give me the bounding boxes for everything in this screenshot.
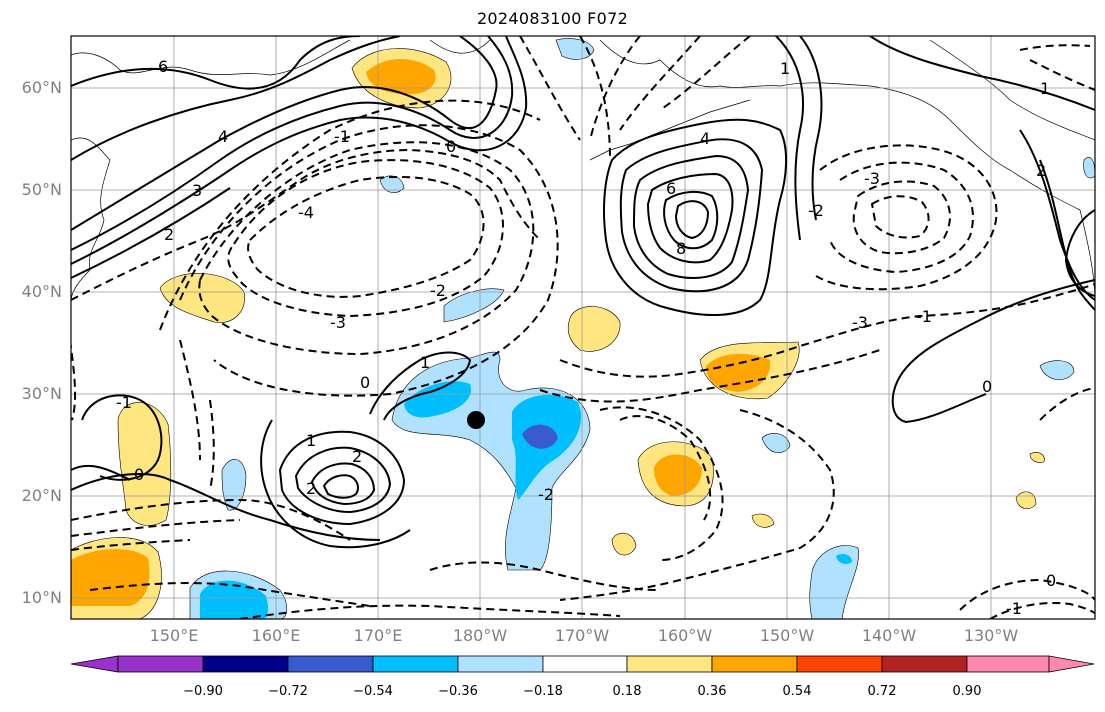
contour-label: -2 <box>808 201 824 220</box>
lat-label: 30°N <box>21 384 62 403</box>
contour-label: 0 <box>982 377 992 396</box>
colorbar-bin <box>202 655 289 673</box>
contour-label: 3 <box>192 181 202 200</box>
lon-label: 150°W <box>759 626 815 645</box>
contour-label: -1 <box>334 127 350 146</box>
contour-label: 0 <box>1046 571 1056 590</box>
colorbar-tick-label: 0.36 <box>697 684 727 699</box>
colorbar-extend-low <box>70 655 119 673</box>
map-area: 6 4 3 2 0 -1 -2 -3 -4 4 6 8 -2 -3 -1 1 2… <box>71 36 1095 619</box>
lon-label: 170°E <box>353 626 403 645</box>
contour-label: -4 <box>298 203 314 222</box>
contour-label: 8 <box>676 239 686 258</box>
contour-label: 2 <box>352 447 362 466</box>
storm-center-marker <box>467 411 485 429</box>
lat-label: 60°N <box>21 78 62 97</box>
colorbar-tick-label: −0.54 <box>353 684 393 699</box>
colorbar-bin <box>372 655 459 673</box>
contour-label: 0 <box>360 373 370 392</box>
contour-label: -3 <box>330 313 346 332</box>
colorbar-bin <box>117 655 204 673</box>
contour-label: 2 <box>1036 161 1046 180</box>
lon-label: 150°E <box>149 626 199 645</box>
colorbar-tick-label: 0.72 <box>867 684 897 699</box>
lat-label: 20°N <box>21 486 62 505</box>
map-frame <box>70 35 1096 620</box>
positive-contours <box>71 36 1095 549</box>
contour-label: 4 <box>700 129 710 148</box>
colorbar-bin <box>542 655 628 673</box>
contour-labels: 6 4 3 2 0 -1 -2 -3 -4 4 6 8 -2 -3 -1 1 2… <box>116 57 1056 618</box>
contour-label: 1 <box>306 431 316 450</box>
gridlines <box>71 36 1095 619</box>
colorbar-bin <box>287 655 374 673</box>
contour-label: -2 <box>538 485 554 504</box>
colorbar-tick-label: −0.90 <box>183 684 223 699</box>
colorbar-tick-label: 0.90 <box>952 684 982 699</box>
colorbar-bin <box>966 655 1050 673</box>
lat-label: 40°N <box>21 282 62 301</box>
colorbar-bin <box>457 655 544 673</box>
colorbar-tick-label: −0.36 <box>438 684 478 699</box>
contour-label: 6 <box>666 179 676 198</box>
contour-label: 2 <box>164 225 174 244</box>
lat-label: 10°N <box>21 588 62 607</box>
contour-label: 6 <box>158 57 168 76</box>
contour-label: 1 <box>420 353 430 372</box>
contour-label: 1 <box>780 59 790 78</box>
contour-label: 0 <box>446 137 456 156</box>
lon-label: 170°W <box>554 626 610 645</box>
colorbar-tick-label: −0.18 <box>523 684 563 699</box>
lon-label: 160°W <box>657 626 713 645</box>
colorbar-tick-label: −0.72 <box>268 684 308 699</box>
contour-label: 4 <box>218 127 228 146</box>
contour-label: -1 <box>1006 599 1022 618</box>
lon-label: 180°W <box>452 626 508 645</box>
coastlines <box>71 39 1095 301</box>
colorbar-bin <box>711 655 798 673</box>
negative-contours <box>71 36 1095 619</box>
lat-label: 50°N <box>21 180 62 199</box>
contour-label: 2 <box>306 479 316 498</box>
colorbar <box>70 655 1095 673</box>
contour-label: -3 <box>852 313 868 332</box>
colorbar-extend-high <box>1048 655 1095 673</box>
colorbar-bin <box>881 655 968 673</box>
lon-label: 130°W <box>963 626 1019 645</box>
lon-label: 160°E <box>251 626 301 645</box>
contour-label: -2 <box>430 281 446 300</box>
contour-label: -1 <box>116 393 132 412</box>
contour-label: 0 <box>134 465 144 484</box>
contour-label: -3 <box>864 169 880 188</box>
lon-label: 140°W <box>861 626 917 645</box>
map-title: 2024083100 F072 <box>476 9 629 28</box>
shaded-anomalies <box>71 38 1095 619</box>
contour-label: -1 <box>916 307 932 326</box>
colorbar-bin <box>796 655 883 673</box>
colorbar-bin <box>626 655 713 673</box>
colorbar-tick-label: 0.18 <box>612 684 642 699</box>
contour-label: 1 <box>1040 79 1050 98</box>
colorbar-tick-label: 0.54 <box>782 684 812 699</box>
